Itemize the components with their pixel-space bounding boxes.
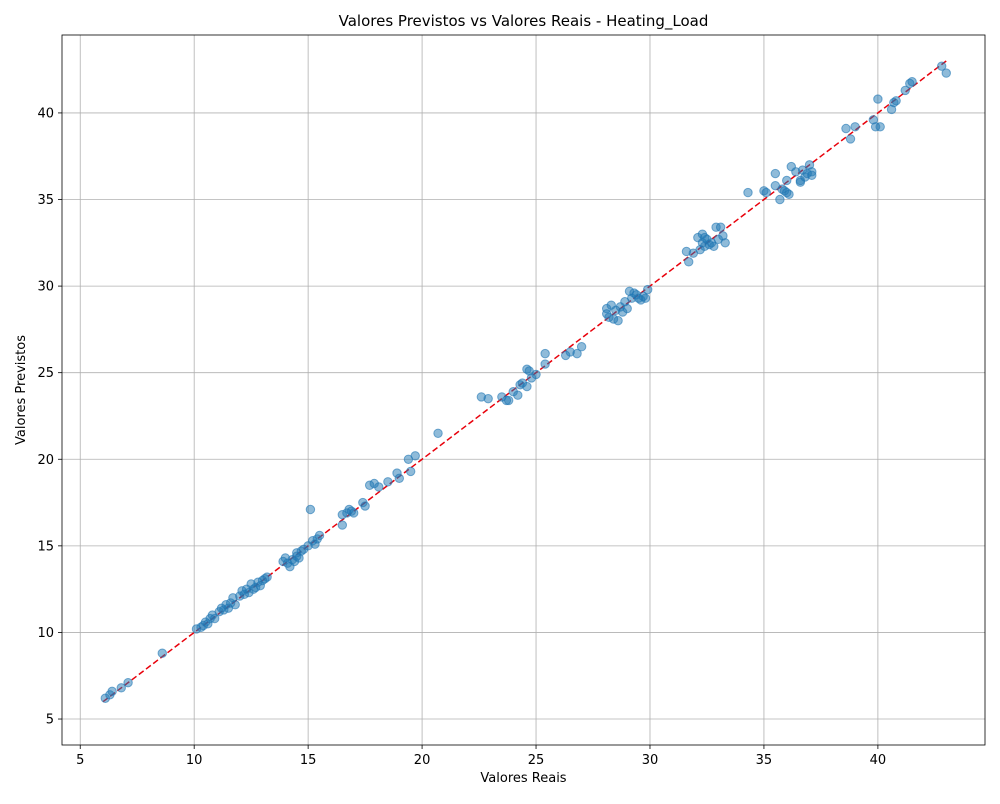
data-point: [483, 393, 493, 404]
y-tick-label: 15: [37, 539, 54, 554]
data-point: [360, 501, 370, 511]
x-tick-label: 15: [300, 753, 317, 768]
data-point: [394, 473, 404, 484]
data-point: [907, 77, 917, 87]
data-point: [374, 482, 384, 492]
data-point: [684, 257, 694, 267]
tick-layer: 5 10 15 20 25 30 35 40 5 10 15 20 25 30 35 40: [37, 106, 886, 768]
y-axis-label: Valores Previstos: [14, 335, 29, 445]
x-tick-label: 25: [528, 753, 545, 768]
plot-frame: [61, 34, 986, 746]
data-point: [782, 175, 792, 186]
data-point: [841, 123, 851, 134]
x-tick-label: 5: [76, 753, 84, 768]
data-point: [845, 134, 856, 144]
data-point: [709, 241, 719, 251]
data-point: [622, 303, 632, 314]
data-point: [761, 187, 771, 198]
data-point: [337, 520, 348, 530]
data-point: [503, 395, 514, 406]
data-point: [936, 61, 947, 71]
x-tick-label: 10: [186, 753, 203, 768]
data-point: [640, 293, 651, 303]
data-point: [107, 686, 117, 697]
data-point: [941, 68, 951, 78]
data-point: [531, 369, 541, 380]
x-tick-label: 40: [870, 753, 887, 768]
data-point: [850, 122, 860, 132]
points-layer: [100, 61, 951, 703]
x-tick-label: 35: [756, 753, 773, 768]
y-tick-label: 20: [37, 453, 54, 468]
data-point: [770, 168, 781, 179]
x-tick-label: 30: [642, 753, 659, 768]
x-axis-label: Valores Reais: [480, 771, 566, 786]
data-point: [873, 94, 883, 104]
y-tick-label: 40: [37, 106, 54, 121]
grid-layer: [62, 35, 985, 745]
data-point: [230, 600, 240, 610]
data-point: [720, 238, 730, 248]
data-point: [209, 613, 220, 624]
data-point: [522, 381, 532, 392]
data-point: [513, 390, 523, 400]
y-tick-label: 30: [37, 280, 54, 295]
data-point: [410, 451, 420, 461]
data-point: [262, 572, 272, 582]
data-point: [123, 677, 133, 688]
data-point: [305, 504, 316, 515]
data-point: [572, 348, 582, 359]
data-point: [576, 342, 587, 352]
data-point: [743, 187, 753, 198]
y-tick-label: 35: [37, 193, 54, 208]
data-point: [433, 428, 443, 438]
data-point: [900, 85, 910, 96]
data-point: [643, 284, 653, 295]
data-point: [775, 194, 785, 205]
y-tick-label: 5: [46, 713, 54, 728]
data-point: [383, 477, 393, 487]
data-point: [157, 648, 167, 658]
data-point: [314, 530, 325, 541]
x-tick-label: 20: [414, 753, 431, 768]
data-point: [405, 466, 416, 477]
data-point: [875, 122, 885, 132]
data-point: [540, 359, 550, 369]
data-point: [891, 96, 901, 106]
data-point: [116, 683, 126, 693]
data-point: [613, 316, 623, 326]
chart-title: Valores Previstos vs Valores Reais - Hea…: [339, 12, 709, 31]
y-tick-label: 10: [37, 626, 54, 641]
data-point: [540, 348, 550, 359]
data-point: [807, 170, 817, 180]
data-point: [784, 189, 794, 200]
data-point: [715, 222, 726, 232]
data-point: [349, 508, 359, 518]
y-tick-label: 25: [37, 366, 54, 381]
